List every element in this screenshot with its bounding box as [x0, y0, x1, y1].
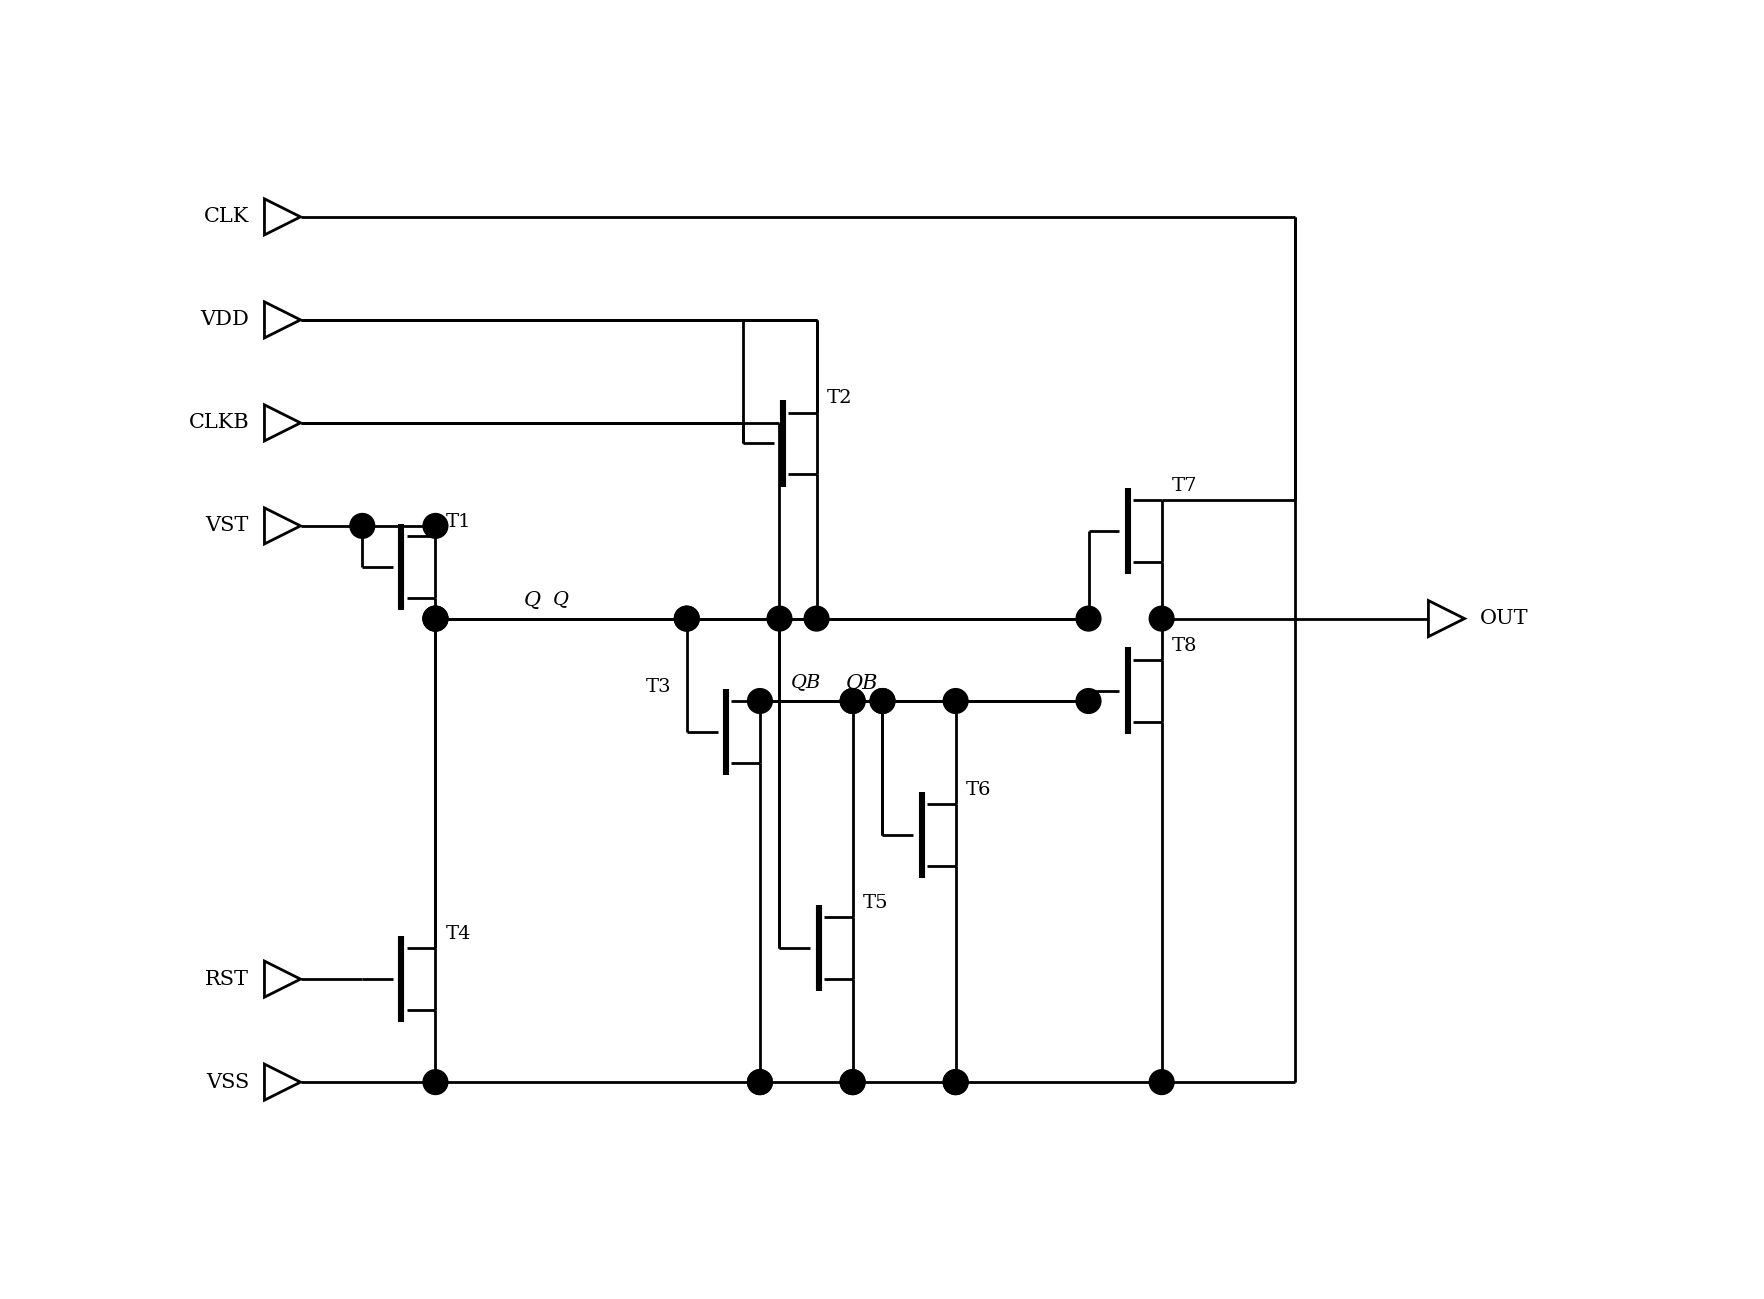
Circle shape — [674, 607, 699, 631]
Circle shape — [423, 607, 448, 631]
Text: T3: T3 — [646, 678, 670, 696]
Text: CLK: CLK — [203, 208, 249, 226]
Text: Q: Q — [552, 590, 568, 608]
Circle shape — [1076, 688, 1101, 713]
Circle shape — [748, 1070, 773, 1095]
Circle shape — [1148, 1070, 1173, 1095]
Text: T2: T2 — [826, 390, 852, 408]
Circle shape — [840, 688, 864, 713]
Circle shape — [748, 688, 773, 713]
Circle shape — [423, 1070, 448, 1095]
Text: VSS: VSS — [206, 1073, 249, 1091]
Circle shape — [840, 1070, 864, 1095]
Circle shape — [1076, 607, 1101, 631]
Circle shape — [349, 513, 374, 538]
Circle shape — [423, 513, 448, 538]
Circle shape — [767, 607, 792, 631]
Circle shape — [942, 688, 967, 713]
Text: VDD: VDD — [199, 310, 249, 330]
Text: T4: T4 — [446, 925, 471, 943]
Text: OUT: OUT — [1478, 609, 1528, 629]
Text: T5: T5 — [863, 894, 887, 912]
Text: T7: T7 — [1171, 477, 1196, 495]
Circle shape — [748, 1070, 773, 1095]
Text: CLKB: CLKB — [189, 413, 249, 433]
Circle shape — [423, 607, 448, 631]
Text: T1: T1 — [446, 513, 471, 531]
Text: T6: T6 — [965, 781, 991, 799]
Text: QB: QB — [845, 674, 878, 692]
Circle shape — [840, 688, 864, 713]
Text: VST: VST — [206, 517, 249, 535]
Circle shape — [804, 607, 829, 631]
Circle shape — [674, 607, 699, 631]
Text: RST: RST — [205, 969, 249, 989]
Circle shape — [870, 688, 894, 713]
Circle shape — [840, 1070, 864, 1095]
Text: Q: Q — [524, 591, 540, 611]
Circle shape — [423, 607, 448, 631]
Text: T8: T8 — [1171, 637, 1196, 655]
Circle shape — [942, 1070, 967, 1095]
Circle shape — [1148, 607, 1173, 631]
Text: QB: QB — [790, 673, 820, 691]
Circle shape — [942, 1070, 967, 1095]
Circle shape — [870, 688, 894, 713]
